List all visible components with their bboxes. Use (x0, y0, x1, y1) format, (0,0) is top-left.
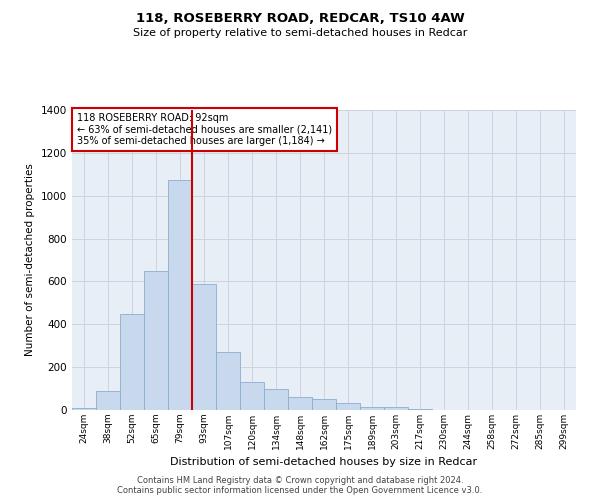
Bar (360, 407, 384, 410)
Bar (312, 400, 336, 410)
Bar (240, 382, 264, 410)
Bar (288, 397, 312, 410)
Y-axis label: Number of semi-detached properties: Number of semi-detached properties (25, 164, 35, 356)
Bar (216, 352, 240, 410)
Bar (264, 388, 288, 410)
Bar (192, 284, 216, 410)
Bar (96, 390, 120, 410)
Bar (72, 408, 96, 410)
X-axis label: Distribution of semi-detached houses by size in Redcar: Distribution of semi-detached houses by … (170, 458, 478, 468)
Bar (336, 402, 360, 410)
Text: Size of property relative to semi-detached houses in Redcar: Size of property relative to semi-detach… (133, 28, 467, 38)
Text: 118, ROSEBERRY ROAD, REDCAR, TS10 4AW: 118, ROSEBERRY ROAD, REDCAR, TS10 4AW (136, 12, 464, 26)
Bar (168, 180, 192, 410)
Text: 118 ROSEBERRY ROAD: 92sqm
← 63% of semi-detached houses are smaller (2,141)
35% : 118 ROSEBERRY ROAD: 92sqm ← 63% of semi-… (77, 113, 332, 146)
Text: Contains HM Land Registry data © Crown copyright and database right 2024.
Contai: Contains HM Land Registry data © Crown c… (118, 476, 482, 495)
Bar (408, 409, 432, 410)
Bar (120, 314, 144, 410)
Bar (144, 270, 168, 410)
Bar (384, 408, 408, 410)
